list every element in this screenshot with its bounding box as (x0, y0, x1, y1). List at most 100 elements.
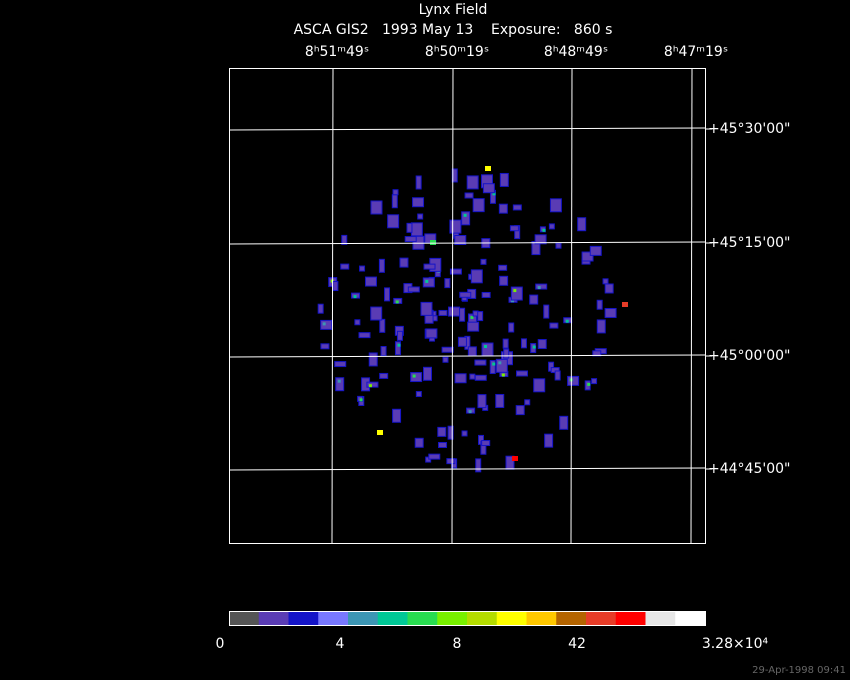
colorbar-cell (586, 611, 617, 625)
ra-grid-line (451, 67, 454, 544)
colorbar-cell (496, 611, 527, 625)
source-blob (502, 338, 509, 349)
source-blob (380, 346, 387, 357)
source-core (513, 289, 517, 293)
source-blob (524, 399, 531, 406)
source-blob (475, 458, 482, 473)
source-blob (512, 204, 522, 211)
ra-label: 8ʰ48ᵐ49ˢ (544, 44, 608, 60)
source-blob (508, 322, 515, 333)
source-core (463, 213, 467, 217)
title: Lynx Field (419, 2, 488, 18)
source-core (353, 295, 357, 299)
source-blob (378, 258, 385, 273)
source-blob (480, 258, 487, 265)
source-blob (368, 352, 378, 367)
ra-grid-line (690, 67, 693, 544)
source-blob (596, 299, 603, 310)
source-blob (414, 437, 424, 448)
source-blob (454, 373, 467, 384)
source-core (337, 379, 341, 383)
source-blob (515, 405, 525, 416)
colorbar-cell (437, 611, 468, 625)
source-blob (422, 277, 435, 288)
bright-source (377, 430, 383, 435)
source-blob (384, 287, 391, 302)
source-blob (498, 264, 508, 271)
source-blob (591, 378, 598, 385)
source-core (542, 228, 546, 232)
source-blob (461, 430, 468, 437)
source-blob (596, 319, 606, 334)
ra-grid-line (331, 67, 334, 544)
source-blob (420, 301, 433, 316)
source-blob (317, 303, 324, 314)
source-blob (387, 214, 400, 229)
source-blob (423, 366, 433, 381)
source-blob (481, 440, 491, 447)
source-blob (370, 306, 383, 321)
colorbar-cell (229, 611, 260, 625)
source-blob (604, 283, 614, 294)
source-core (412, 374, 416, 378)
source-core (587, 382, 591, 386)
source-blob (529, 294, 539, 305)
source-blob (559, 415, 569, 430)
source-blob (396, 330, 403, 341)
source-blob (464, 192, 474, 199)
colorbar-label: 4 (336, 636, 345, 652)
source-blob (499, 172, 509, 187)
source-blob (417, 213, 424, 220)
source-core (492, 362, 496, 366)
bright-source (512, 456, 518, 461)
source-blob (520, 338, 527, 349)
source-blob (537, 339, 547, 350)
source-core (397, 343, 401, 347)
ra-label: 8ʰ51ᵐ49ˢ (305, 44, 369, 60)
source-blob (466, 175, 479, 190)
source-blob (454, 234, 467, 245)
source-blob (415, 175, 422, 190)
source-blob (533, 378, 546, 393)
source-blob (555, 242, 562, 249)
source-blob (604, 307, 617, 318)
colorbar-cell (615, 611, 646, 625)
source-blob (391, 194, 398, 209)
source-blob (472, 198, 485, 213)
source-blob (449, 219, 462, 234)
source-core (468, 410, 472, 414)
source-blob (567, 375, 580, 386)
source-blob (379, 318, 386, 333)
source-blob (447, 425, 454, 440)
source-blob (446, 458, 456, 465)
source-blob (549, 322, 559, 329)
bright-source (622, 302, 628, 307)
ra-grid-line (570, 67, 573, 544)
source-blob (444, 278, 451, 289)
source-blob (392, 408, 402, 423)
timestamp: 29-Apr-1998 09:41 (752, 665, 846, 676)
source-blob (457, 336, 467, 347)
source-blob (404, 236, 417, 243)
dec-grid-line (228, 127, 706, 131)
colorbar-label: 8 (453, 636, 462, 652)
source-blob (354, 319, 361, 326)
source-blob (509, 225, 519, 232)
source-blob (415, 391, 422, 398)
source-blob (407, 286, 420, 293)
source-blob (334, 361, 347, 368)
colorbar-cell (467, 611, 498, 625)
source-blob (448, 306, 461, 317)
colorbar-frame (229, 611, 706, 626)
source-blob (410, 222, 423, 237)
colorbar-cell (526, 611, 557, 625)
source-blob (438, 441, 448, 448)
source-blob (534, 234, 547, 245)
dec-grid-line (228, 467, 706, 471)
source-blob (428, 453, 441, 460)
colorbar-cell (645, 611, 676, 625)
colorbar-cell (288, 611, 319, 625)
source-blob (410, 372, 423, 383)
source-blob (459, 307, 466, 322)
